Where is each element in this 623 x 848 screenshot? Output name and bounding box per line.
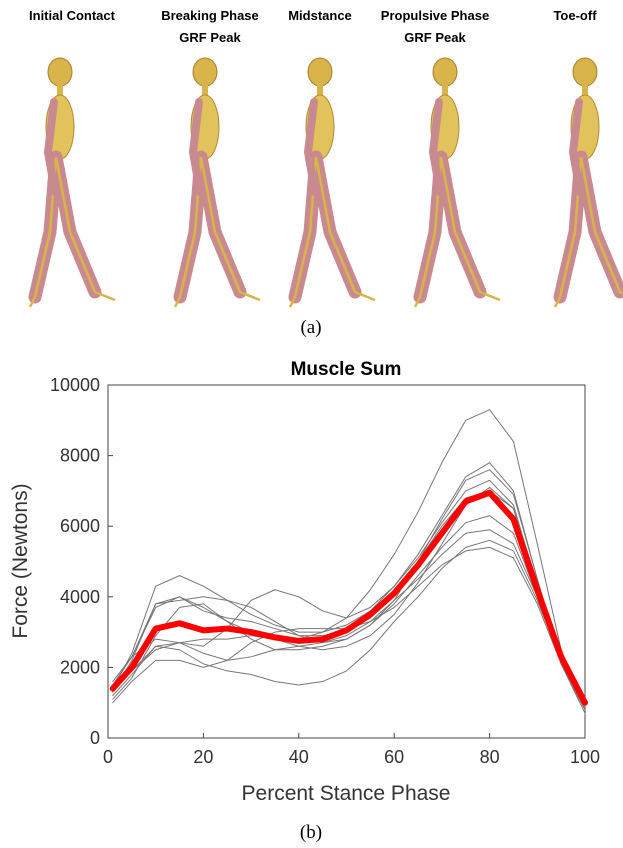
x-tick-label: 0	[103, 747, 113, 767]
x-axis-label: Percent Stance Phase	[242, 782, 451, 805]
series-line	[109, 489, 588, 706]
y-tick-label: 6000	[60, 516, 100, 536]
phase-label: Midstance	[288, 8, 352, 23]
y-tick-label: 4000	[60, 587, 100, 607]
y-tick-label: 10000	[50, 375, 100, 395]
series-line	[112, 469, 586, 707]
plot-area	[107, 384, 586, 739]
series-line	[112, 529, 586, 704]
series-line	[112, 462, 586, 707]
chart-title: Muscle Sum	[291, 359, 402, 380]
y-axis-label: Force (Newtons)	[9, 483, 32, 638]
x-tick-label: 20	[193, 747, 213, 767]
caption-b: (b)	[300, 822, 322, 843]
series-line	[112, 515, 586, 711]
series-line	[112, 539, 586, 707]
phase-label: Toe-off	[553, 8, 597, 23]
phase-label: Initial Contact	[29, 8, 116, 23]
series-line	[112, 486, 586, 707]
skeletons	[30, 58, 623, 307]
x-tick-label: 100	[570, 747, 600, 767]
x-tick-label: 40	[289, 747, 309, 767]
y-tick-label: 0	[90, 728, 100, 748]
phase-label: Propulsive Phase	[381, 8, 489, 23]
series-line	[112, 479, 586, 711]
y-tick-label: 2000	[60, 657, 100, 677]
x-tick-label: 60	[384, 747, 404, 767]
caption-a: (a)	[300, 317, 321, 338]
x-tick-label: 80	[480, 747, 500, 767]
phase-label: GRF Peak	[179, 30, 241, 45]
y-tick-label: 8000	[60, 446, 100, 466]
phase-label: Breaking Phase	[161, 8, 259, 23]
phase-label: GRF Peak	[404, 30, 466, 45]
